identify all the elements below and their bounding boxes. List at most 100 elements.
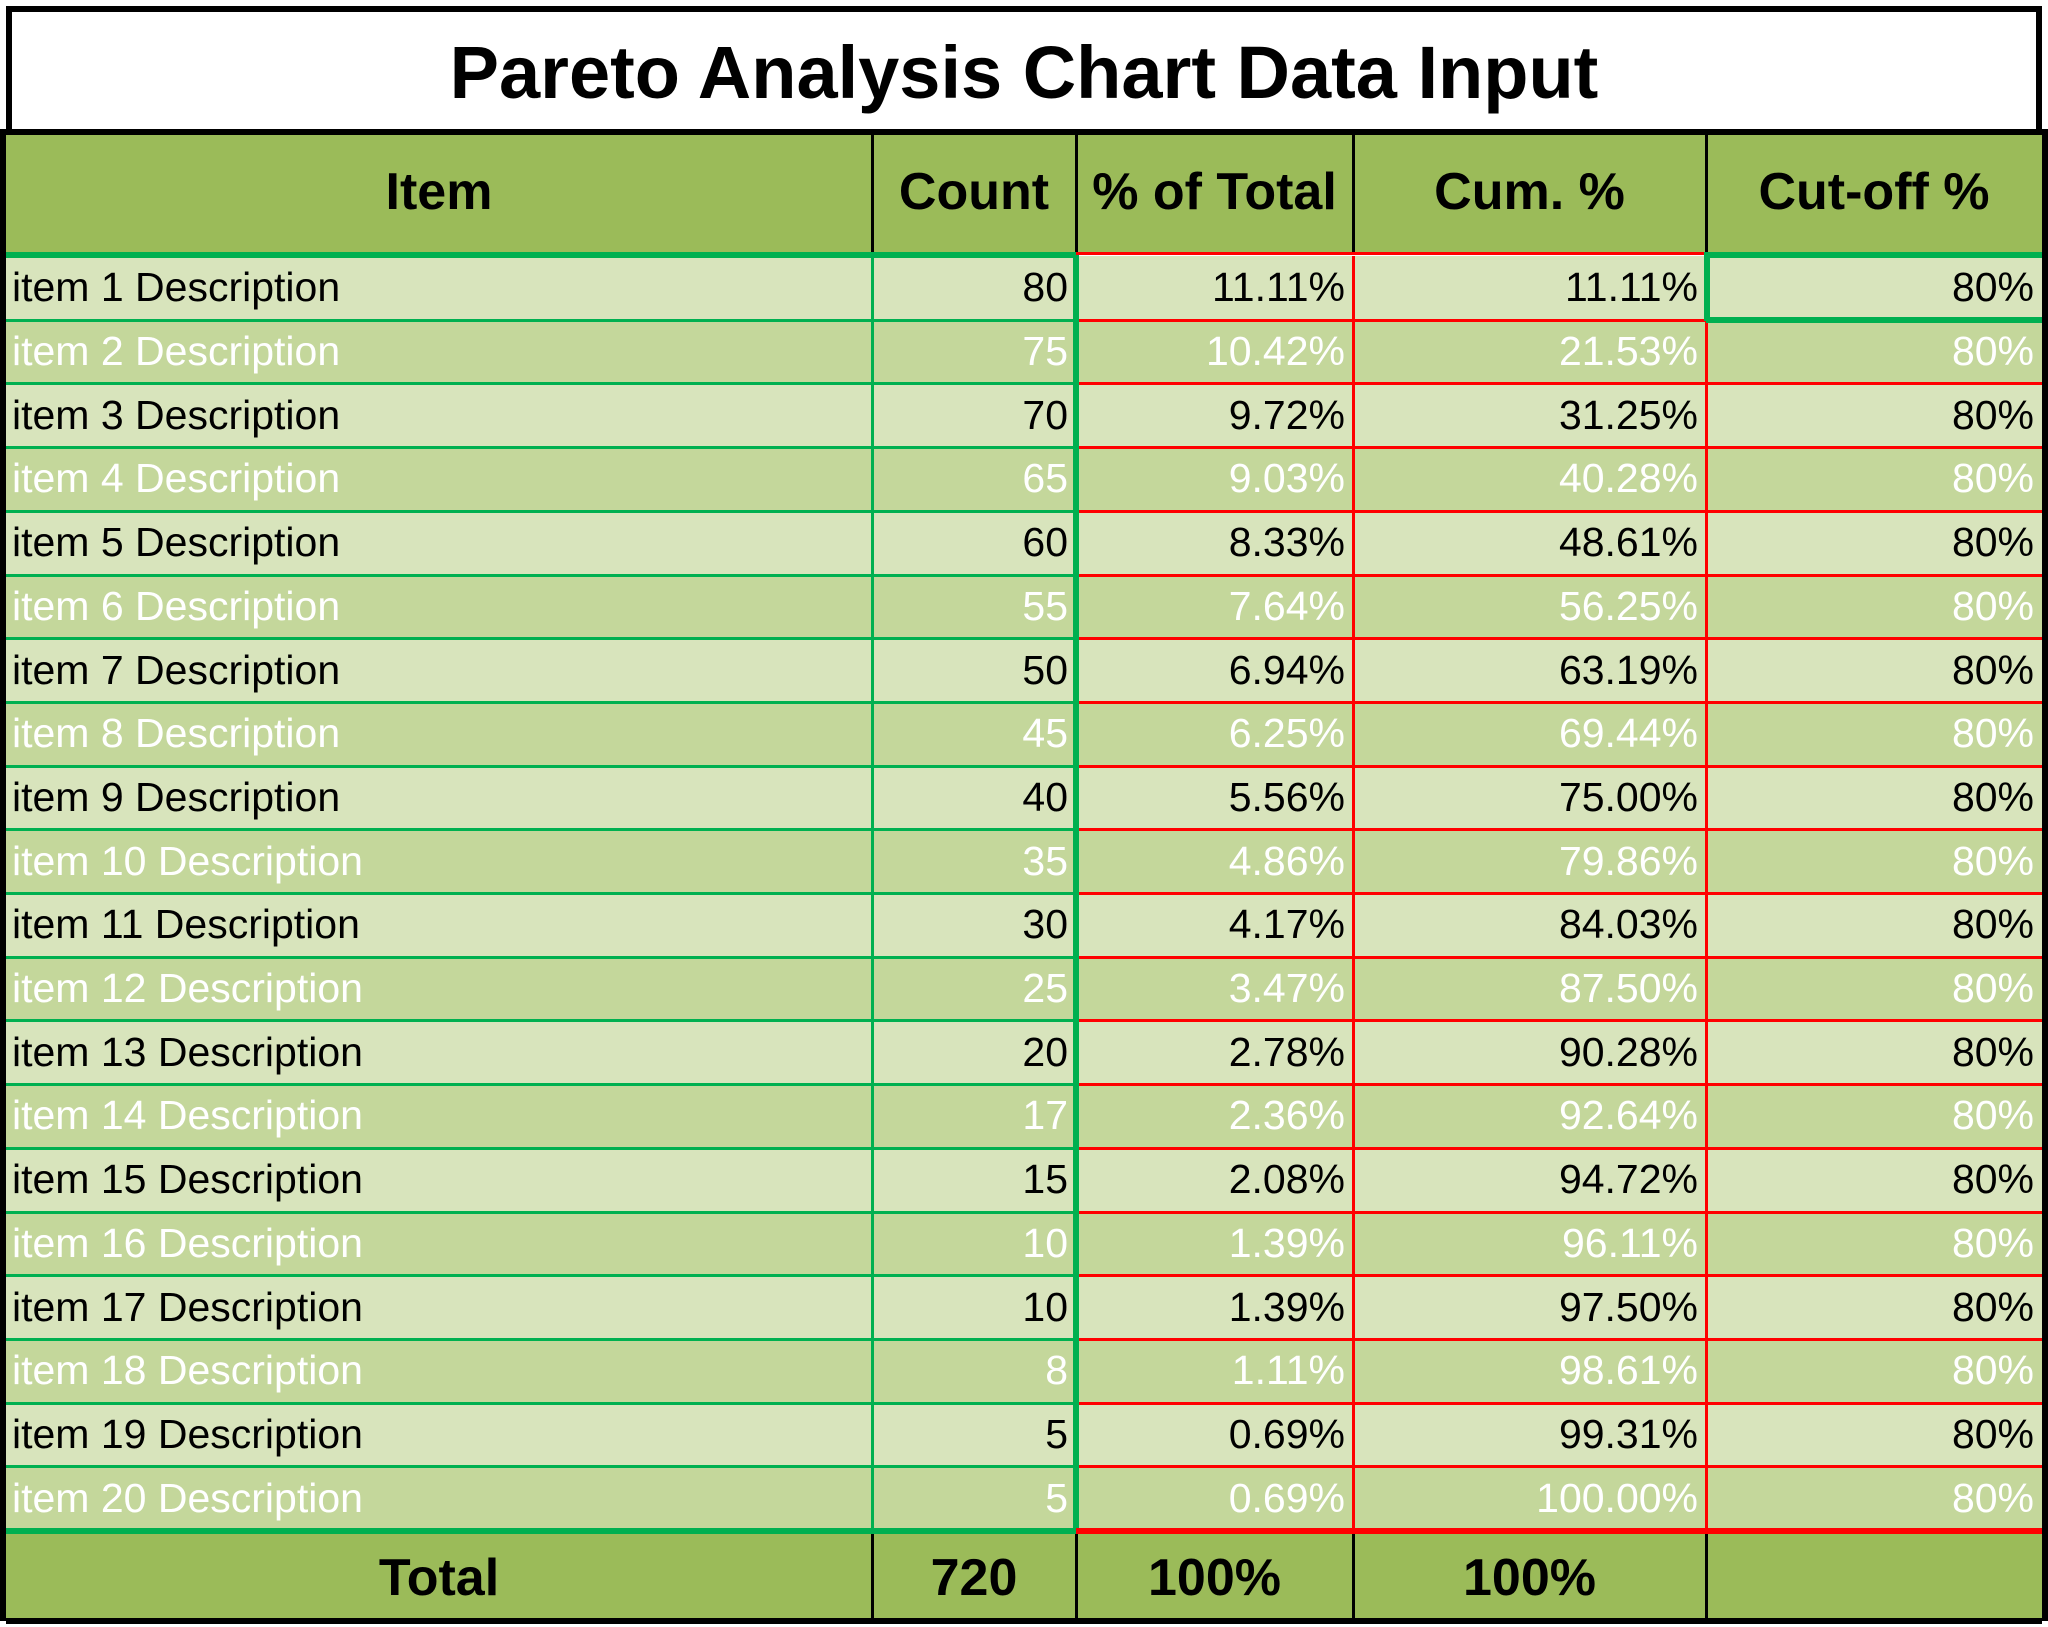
cell-item[interactable]: item 5 Description xyxy=(6,510,872,575)
cell-cutoff-pct[interactable]: 80% xyxy=(1706,510,2042,575)
cell-item[interactable]: item 3 Description xyxy=(6,383,872,448)
cell-cum-pct: 63.19% xyxy=(1353,638,1706,702)
column-header-cutoff-pct: Cut-off % xyxy=(1706,132,2042,252)
total-col-divider xyxy=(871,1534,874,1621)
cell-cum-pct: 97.50% xyxy=(1353,1275,1706,1339)
cell-pct-of-total: 9.03% xyxy=(1076,447,1353,511)
cell-pct-of-total: 1.39% xyxy=(1076,1211,1353,1276)
cell-item[interactable]: item 7 Description xyxy=(6,638,872,702)
cell-cutoff-pct[interactable]: 80% xyxy=(1706,701,2042,766)
total-cell-cum-pct: 100% xyxy=(1353,1534,1706,1621)
row-divider-cutoff xyxy=(1706,446,2042,450)
cell-count[interactable]: 5 xyxy=(872,1402,1076,1467)
cell-item[interactable]: item 9 Description xyxy=(6,765,872,830)
table-title: Pareto Analysis Chart Data Input xyxy=(6,6,2042,132)
cell-cutoff-pct[interactable]: 80% xyxy=(1706,1402,2042,1467)
cell-pct-of-total: 2.08% xyxy=(1076,1147,1353,1212)
cell-cum-pct: 90.28% xyxy=(1353,1020,1706,1085)
cell-item[interactable]: item 8 Description xyxy=(6,701,872,766)
cell-cutoff-pct[interactable]: 80% xyxy=(1706,256,2042,320)
row-divider-input xyxy=(6,700,1076,704)
row-divider-input xyxy=(6,892,1076,895)
calc-range-top-border xyxy=(1076,252,1706,255)
cell-count[interactable]: 30 xyxy=(872,893,1076,957)
table-left-border xyxy=(0,129,6,1621)
cell-cutoff-pct[interactable]: 80% xyxy=(1706,447,2042,511)
column-header-pct-of-total: % of Total xyxy=(1076,132,1353,252)
cell-count[interactable]: 45 xyxy=(872,701,1076,766)
cell-item[interactable]: item 20 Description xyxy=(6,1466,872,1530)
row-divider-calc xyxy=(1076,1465,1706,1469)
row-divider-input xyxy=(6,955,1076,959)
cell-count[interactable]: 75 xyxy=(872,319,1076,384)
row-divider-input xyxy=(6,637,1076,641)
cell-count[interactable]: 25 xyxy=(872,956,1076,1021)
cell-count[interactable]: 35 xyxy=(872,829,1076,893)
input-range-right-border xyxy=(1073,252,1079,1534)
cell-count[interactable]: 80 xyxy=(872,256,1076,320)
cell-item[interactable]: item 2 Description xyxy=(6,319,872,384)
cell-count[interactable]: 8 xyxy=(872,1338,1076,1403)
cell-count[interactable]: 10 xyxy=(872,1211,1076,1276)
cell-count[interactable]: 40 xyxy=(872,765,1076,830)
cell-pct-of-total: 0.69% xyxy=(1076,1466,1353,1530)
header-col-divider xyxy=(871,132,874,252)
col-divider-cutoff xyxy=(1705,256,1708,1530)
row-divider-calc xyxy=(1076,1019,1706,1023)
cell-pct-of-total: 2.36% xyxy=(1076,1084,1353,1148)
cell-cutoff-pct[interactable]: 80% xyxy=(1706,956,2042,1021)
cell-count[interactable]: 70 xyxy=(872,383,1076,448)
cell-cutoff-pct[interactable]: 80% xyxy=(1706,893,2042,957)
cell-count[interactable]: 65 xyxy=(872,447,1076,511)
cell-cutoff-pct[interactable]: 80% xyxy=(1706,638,2042,702)
cell-cum-pct: 21.53% xyxy=(1353,319,1706,384)
cell-item[interactable]: item 6 Description xyxy=(6,574,872,639)
row-divider-cutoff xyxy=(1706,700,2042,704)
cell-item[interactable]: item 19 Description xyxy=(6,1402,872,1467)
row-divider-cutoff xyxy=(1706,1146,2042,1150)
row-divider-input xyxy=(6,1401,1076,1405)
cell-count[interactable]: 60 xyxy=(872,510,1076,575)
cell-item[interactable]: item 17 Description xyxy=(6,1275,872,1339)
cell-item[interactable]: item 11 Description xyxy=(6,893,872,957)
cell-cutoff-pct[interactable]: 80% xyxy=(1706,765,2042,830)
cell-cutoff-pct[interactable]: 80% xyxy=(1706,1338,2042,1403)
cell-count[interactable]: 10 xyxy=(872,1275,1076,1339)
cell-cutoff-pct[interactable]: 80% xyxy=(1706,574,2042,639)
cell-pct-of-total: 6.25% xyxy=(1076,701,1353,766)
cell-pct-of-total: 6.94% xyxy=(1076,638,1353,702)
row-divider-input xyxy=(6,1146,1076,1150)
cell-item[interactable]: item 16 Description xyxy=(6,1211,872,1276)
cell-count[interactable]: 15 xyxy=(872,1147,1076,1212)
cell-item[interactable]: item 15 Description xyxy=(6,1147,872,1212)
row-divider-input xyxy=(6,1083,1076,1087)
cell-count[interactable]: 20 xyxy=(872,1020,1076,1085)
row-divider-calc xyxy=(1076,892,1706,895)
cell-item[interactable]: item 13 Description xyxy=(6,1020,872,1085)
cell-cutoff-pct[interactable]: 80% xyxy=(1706,1084,2042,1148)
cell-item[interactable]: item 1 Description xyxy=(6,256,872,320)
cell-item[interactable]: item 12 Description xyxy=(6,956,872,1021)
cell-cutoff-pct[interactable]: 80% xyxy=(1706,1020,2042,1085)
cell-count[interactable]: 17 xyxy=(872,1084,1076,1148)
cell-item[interactable]: item 18 Description xyxy=(6,1338,872,1403)
cell-count[interactable]: 55 xyxy=(872,574,1076,639)
cell-cutoff-pct[interactable]: 80% xyxy=(1706,1147,2042,1212)
total-cell-count: 720 xyxy=(872,1534,1076,1621)
cell-cutoff-pct[interactable]: 80% xyxy=(1706,319,2042,384)
cell-cutoff-pct[interactable]: 80% xyxy=(1706,829,2042,893)
cell-cutoff-pct[interactable]: 80% xyxy=(1706,1466,2042,1530)
cell-item[interactable]: item 14 Description xyxy=(6,1084,872,1148)
cell-cutoff-pct[interactable]: 80% xyxy=(1706,383,2042,448)
cell-item[interactable]: item 10 Description xyxy=(6,829,872,893)
cell-cutoff-pct[interactable]: 80% xyxy=(1706,1275,2042,1339)
input-range-bottom-border xyxy=(6,1528,1076,1534)
cell-count[interactable]: 50 xyxy=(872,638,1076,702)
cell-item[interactable]: item 4 Description xyxy=(6,447,872,511)
cell-pct-of-total: 0.69% xyxy=(1076,1402,1353,1467)
cell-cutoff-pct[interactable]: 80% xyxy=(1706,1211,2042,1276)
cell-cum-pct: 48.61% xyxy=(1353,510,1706,575)
cell-count[interactable]: 5 xyxy=(872,1466,1076,1530)
row-divider-input xyxy=(6,509,1076,513)
